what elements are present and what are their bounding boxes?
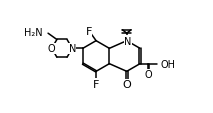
Text: N: N [124,36,131,46]
Text: F: F [93,79,99,89]
Text: O: O [48,44,56,54]
Text: H₂N: H₂N [24,28,43,38]
Text: O: O [144,69,152,79]
Text: OH: OH [161,59,176,69]
Text: N: N [69,44,76,54]
Text: F: F [85,27,92,37]
Text: O: O [122,80,131,89]
